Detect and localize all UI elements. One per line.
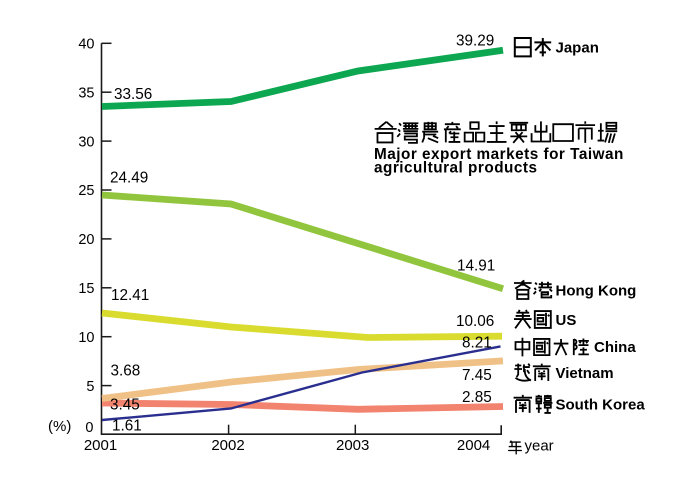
svg-text:1.61: 1.61 — [112, 418, 142, 435]
svg-text:3.68: 3.68 — [111, 363, 141, 380]
svg-text:30: 30 — [78, 134, 94, 150]
svg-text:33.56: 33.56 — [114, 86, 152, 103]
svg-text:24.49: 24.49 — [110, 170, 148, 187]
svg-text:0: 0 — [85, 420, 93, 436]
svg-text:2001: 2001 — [84, 437, 117, 454]
svg-text:10.06: 10.06 — [456, 313, 494, 330]
svg-text:3.45: 3.45 — [110, 397, 140, 414]
svg-text:2.85: 2.85 — [462, 389, 492, 406]
svg-text:15: 15 — [78, 281, 94, 297]
svg-text:(%): (%) — [48, 418, 71, 435]
svg-text:5: 5 — [86, 379, 94, 395]
svg-text:35: 35 — [78, 85, 94, 101]
svg-text:14.91: 14.91 — [457, 258, 495, 275]
svg-text:Major export markets for Taiwa: Major export markets for Taiwan — [374, 146, 624, 163]
svg-text:8.21: 8.21 — [462, 335, 492, 352]
svg-text:US: US — [556, 312, 577, 329]
svg-text:2003: 2003 — [336, 437, 369, 454]
svg-text:Japan: Japan — [556, 40, 599, 57]
svg-text:2004: 2004 — [457, 437, 490, 454]
svg-text:Hong Kong: Hong Kong — [556, 283, 637, 300]
svg-text:South Korea: South Korea — [556, 397, 646, 414]
svg-text:China: China — [594, 339, 636, 356]
svg-text:20: 20 — [78, 232, 94, 248]
svg-text:7.45: 7.45 — [462, 367, 492, 384]
svg-text:25: 25 — [78, 183, 94, 199]
svg-text:39.29: 39.29 — [456, 33, 494, 50]
svg-text:2002: 2002 — [211, 437, 244, 454]
svg-text:Vietnam: Vietnam — [556, 365, 614, 382]
svg-text:10: 10 — [78, 330, 94, 346]
svg-text:12.41: 12.41 — [111, 287, 149, 304]
svg-text:40: 40 — [78, 37, 94, 53]
svg-text:agricultural products: agricultural products — [374, 160, 538, 177]
svg-text:year: year — [525, 438, 554, 455]
